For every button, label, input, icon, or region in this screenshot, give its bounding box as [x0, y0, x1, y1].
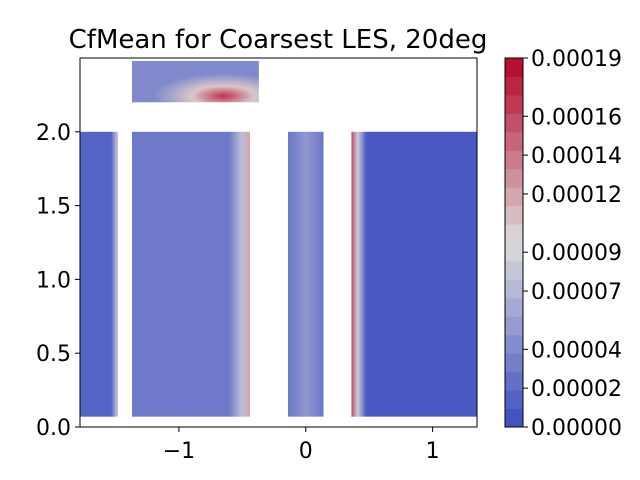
y-tick-label: 2.0	[36, 121, 71, 146]
colorbar-step	[505, 279, 523, 299]
colorbar-step	[505, 260, 523, 280]
contour-panel-3	[288, 131, 324, 417]
colorbar-ticks: 0.00000 0.00002 0.00004 0.00007 0.00009 0.000…	[523, 47, 622, 441]
y-tick-label: 0.0	[36, 416, 71, 441]
x-tick-label: 1	[426, 439, 440, 464]
colorbar-step	[505, 390, 523, 410]
axes-frame	[79, 57, 478, 428]
colorbar-step	[505, 150, 523, 170]
colorbar-tick-label: 0.00004	[531, 338, 622, 363]
x-tick-label: 0	[299, 439, 313, 464]
colorbar-step	[505, 371, 523, 391]
plot-area: −1 0 1 0.0 0.5 1.0 1.5 2.0	[36, 57, 478, 464]
x-axis: −1 0 1	[163, 427, 440, 464]
colorbar-step	[505, 316, 523, 336]
contour-panel-top	[132, 60, 259, 103]
colorbar-tick-label: 0.00019	[531, 47, 622, 72]
colorbar-tick-label: 0.00002	[531, 377, 622, 402]
y-axis: 0.0 0.5 1.0 1.5 2.0	[36, 121, 80, 441]
colorbar-tick-label: 0.00012	[531, 183, 622, 208]
contour-panel-4	[351, 131, 477, 417]
contour-panel-2	[132, 131, 250, 417]
y-tick-label: 0.5	[36, 342, 71, 367]
colorbar-step	[505, 353, 523, 373]
colorbar-step	[505, 205, 523, 225]
colorbar: 0.00000 0.00002 0.00004 0.00007 0.00009 0.000…	[504, 47, 622, 441]
colorbar-steps	[505, 58, 523, 428]
colorbar-tick-label: 0.00009	[531, 241, 622, 266]
colorbar-frame	[504, 57, 524, 428]
colorbar-step	[505, 58, 523, 77]
colorbar-step	[505, 187, 523, 207]
contour-panels	[80, 60, 477, 417]
colorbar-tick-label: 0.00016	[531, 105, 622, 130]
contour-panel-1	[80, 131, 119, 417]
colorbar-tick-label: 0.00000	[531, 416, 622, 441]
colorbar-tick-label: 0.00014	[531, 144, 622, 169]
colorbar-step	[505, 408, 523, 428]
colorbar-step	[505, 224, 523, 243]
colorbar-step	[505, 94, 523, 114]
colorbar-step	[505, 297, 523, 317]
colorbar-step	[505, 334, 523, 354]
colorbar-step	[505, 76, 523, 96]
y-tick-label: 1.5	[36, 195, 71, 220]
colorbar-step	[505, 113, 523, 133]
colorbar-tick-label: 0.00007	[531, 280, 622, 305]
colorbar-step	[505, 168, 523, 188]
x-tick-label: −1	[163, 439, 195, 464]
colorbar-step	[505, 131, 523, 151]
colorbar-step	[505, 242, 523, 262]
chart-title: CfMean for Coarsest LES, 20deg	[69, 25, 488, 55]
y-tick-label: 1.0	[36, 268, 71, 293]
